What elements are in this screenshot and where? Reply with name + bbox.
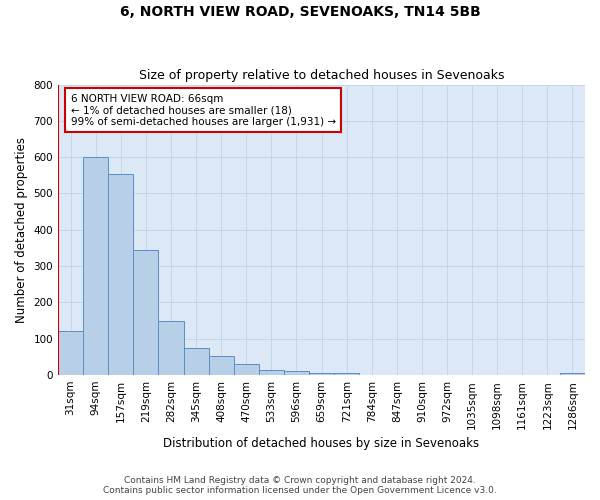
Text: Contains HM Land Registry data © Crown copyright and database right 2024.
Contai: Contains HM Land Registry data © Crown c…: [103, 476, 497, 495]
Bar: [108, 174, 133, 375]
Bar: [158, 322, 184, 375]
Bar: [184, 348, 209, 375]
Text: 6 NORTH VIEW ROAD: 66sqm
← 1% of detached houses are smaller (18)
99% of semi-de: 6 NORTH VIEW ROAD: 66sqm ← 1% of detache…: [71, 94, 336, 127]
Bar: [233, 364, 259, 375]
Bar: [284, 372, 309, 375]
Title: Size of property relative to detached houses in Sevenoaks: Size of property relative to detached ho…: [139, 69, 504, 82]
Bar: [209, 356, 233, 375]
Bar: [259, 370, 284, 375]
Text: 6, NORTH VIEW ROAD, SEVENOAKS, TN14 5BB: 6, NORTH VIEW ROAD, SEVENOAKS, TN14 5BB: [119, 5, 481, 19]
Y-axis label: Number of detached properties: Number of detached properties: [15, 137, 28, 323]
Bar: [334, 373, 359, 375]
X-axis label: Distribution of detached houses by size in Sevenoaks: Distribution of detached houses by size …: [163, 437, 479, 450]
Bar: [58, 332, 83, 375]
Bar: [133, 250, 158, 375]
Bar: [560, 373, 585, 375]
Bar: [309, 373, 334, 375]
Bar: [83, 157, 108, 375]
